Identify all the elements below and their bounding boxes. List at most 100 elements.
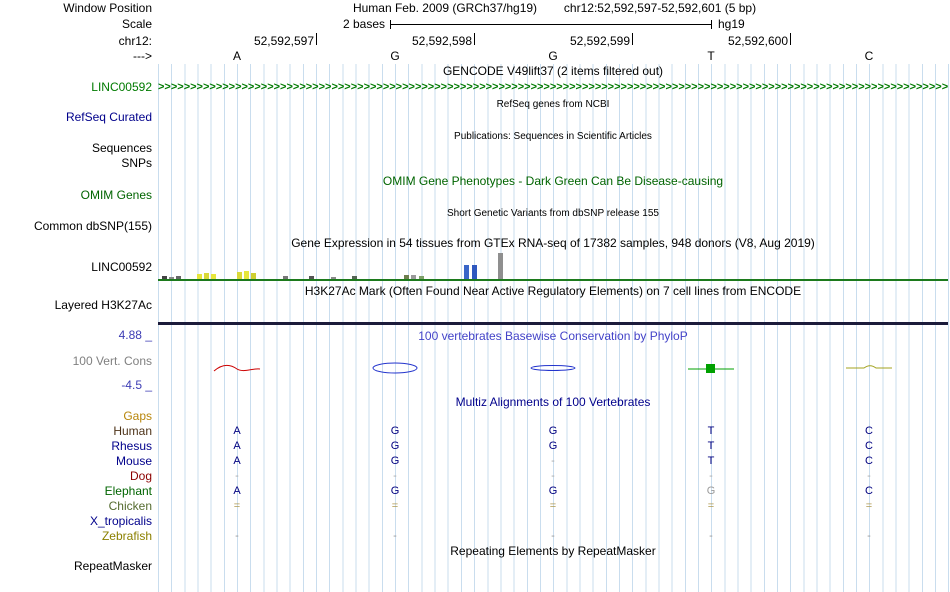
gtex-tissue-bar[interactable] <box>176 276 181 279</box>
alignment-base: = <box>707 500 715 512</box>
alignment-base: G <box>390 485 400 497</box>
gtex-tissue-bar[interactable] <box>472 265 477 279</box>
scale-label: Scale <box>121 17 152 31</box>
h3k27ac-label[interactable]: Layered H3K27Ac <box>54 298 152 312</box>
alignment-base: A <box>233 455 241 467</box>
snps-label[interactable]: SNPs <box>121 156 152 170</box>
alignment-base: = <box>549 500 557 512</box>
gencode-track-title: GENCODE V49lift37 (2 items filtered out) <box>442 64 664 78</box>
coordinate-tick <box>632 33 633 45</box>
base-position-guidelines <box>158 64 949 592</box>
omim-genes-label[interactable]: OMIM Genes <box>80 188 152 202</box>
repeatmasker-label[interactable]: RepeatMasker <box>73 559 152 573</box>
gtex-tissue-bar[interactable] <box>404 275 409 279</box>
phylop-mark-box <box>688 364 734 373</box>
alignment-base: C <box>865 455 873 467</box>
alignment-base: - <box>551 530 555 542</box>
gtex-tissue-bar[interactable] <box>309 276 314 279</box>
phylop-mark-line <box>846 365 892 369</box>
alignment-base: T <box>707 440 715 452</box>
gaps-label[interactable]: Gaps <box>123 409 152 423</box>
dbsnp-label[interactable]: Common dbSNP(155) <box>33 219 152 233</box>
alignment-base: C <box>865 440 873 452</box>
gtex-tissue-bar[interactable] <box>211 274 216 279</box>
alignment-base: = <box>865 500 873 512</box>
sequences-label[interactable]: Sequences <box>91 141 152 155</box>
phylop-mark-ellipse <box>372 362 418 374</box>
h3k27ac-baseline <box>158 322 948 325</box>
gtex-tissue-bar[interactable] <box>237 272 242 279</box>
species-label-chicken[interactable]: Chicken <box>108 499 152 513</box>
phylop-max-value: 4.88 _ <box>118 328 152 342</box>
publications-track-title: Publications: Sequences in Scientific Ar… <box>454 131 652 142</box>
species-label-mouse[interactable]: Mouse <box>115 454 152 468</box>
phylop-min-value: -4.5 _ <box>121 378 152 392</box>
window-position-label: Window Position <box>63 1 152 15</box>
gtex-tissue-bar[interactable] <box>464 265 469 279</box>
alignment-base: - <box>393 470 397 482</box>
alignment-base: - <box>235 470 239 482</box>
gtex-tissue-bar[interactable] <box>419 276 424 279</box>
alignment-base: A <box>233 425 241 437</box>
gtex-gene-label[interactable]: LINC00592 <box>91 260 152 274</box>
alignment-base: A <box>233 485 241 497</box>
species-label-rhesus[interactable]: Rhesus <box>111 439 152 453</box>
alignment-base: G <box>548 485 558 497</box>
phylop-mark-wave <box>213 365 261 372</box>
alignment-base: - <box>709 530 713 542</box>
gtex-tissue-bar[interactable] <box>411 275 416 279</box>
coordinate-label: 52,592,600 <box>727 34 788 48</box>
scale-bar <box>390 20 712 29</box>
gtex-tissue-bar[interactable] <box>197 274 202 279</box>
species-label-zebrafish[interactable]: Zebrafish <box>101 529 152 543</box>
alignment-base: - <box>867 470 871 482</box>
h3k27ac-track-title: H3K27Ac Mark (Often Found Near Active Re… <box>304 284 802 298</box>
gencode-item-label[interactable]: LINC00592 <box>91 80 152 94</box>
refseq-curated-label[interactable]: RefSeq Curated <box>65 110 152 124</box>
coordinate-tick <box>316 33 317 45</box>
gtex-tissue-bar[interactable] <box>204 273 209 279</box>
alignment-base: G <box>548 425 558 437</box>
alignment-base: - <box>551 470 555 482</box>
species-label-human[interactable]: Human <box>113 424 152 438</box>
alignment-base: G <box>390 425 400 437</box>
alignment-base: - <box>393 530 397 542</box>
gtex-tissue-bar[interactable] <box>244 271 249 279</box>
multiz-track-title: Multiz Alignments of 100 Vertebrates <box>455 395 651 409</box>
refseq-track-title: RefSeq genes from NCBI <box>496 99 610 110</box>
genome-version: hg19 <box>718 17 745 31</box>
alignment-base: G <box>390 440 400 452</box>
chromosome-label: chr12: <box>118 34 152 48</box>
coordinate-label: 52,592,598 <box>411 34 472 48</box>
dbsnp-track-title: Short Genetic Variants from dbSNP releas… <box>447 208 659 219</box>
alignment-base: T <box>707 425 715 437</box>
alignment-base: G <box>548 440 558 452</box>
gtex-tissue-bar[interactable] <box>162 276 167 279</box>
alignment-base: C <box>865 425 873 437</box>
reference-base: A <box>232 49 241 63</box>
species-label-x_tropicalis[interactable]: X_tropicalis <box>89 514 152 528</box>
omim-track-title: OMIM Gene Phenotypes - Dark Green Can Be… <box>382 174 724 188</box>
alignment-base: C <box>865 485 873 497</box>
gtex-tissue-bar[interactable] <box>331 277 336 279</box>
alignment-base: A <box>233 440 241 452</box>
gtex-tissue-bar[interactable] <box>251 273 256 279</box>
alignment-base: - <box>551 455 555 467</box>
coordinate-tick <box>474 33 475 45</box>
phylop-track-label[interactable]: 100 Vert. Cons <box>72 354 152 368</box>
reference-base: C <box>864 49 874 63</box>
gtex-tissue-bar[interactable] <box>283 276 288 279</box>
gencode-gene-arrows[interactable]: >>>>>>>>>>>>>>>>>>>>>>>>>>>>>>>>>>>>>>>>… <box>158 81 948 93</box>
strand-direction: ---> <box>133 49 152 63</box>
gtex-tissue-bar[interactable] <box>352 276 357 279</box>
gtex-track-title: Gene Expression in 54 tissues from GTEx … <box>291 236 815 250</box>
gtex-tissue-bar[interactable] <box>169 277 174 279</box>
species-label-elephant[interactable]: Elephant <box>104 484 152 498</box>
reference-base: G <box>548 49 558 63</box>
repeatmasker-track-title: Repeating Elements by RepeatMasker <box>450 544 656 558</box>
alignment-base: G <box>390 455 400 467</box>
gtex-tissue-bar[interactable] <box>498 253 503 279</box>
coordinate-label: 52,592,599 <box>569 34 630 48</box>
species-label-dog[interactable]: Dog <box>129 469 152 483</box>
